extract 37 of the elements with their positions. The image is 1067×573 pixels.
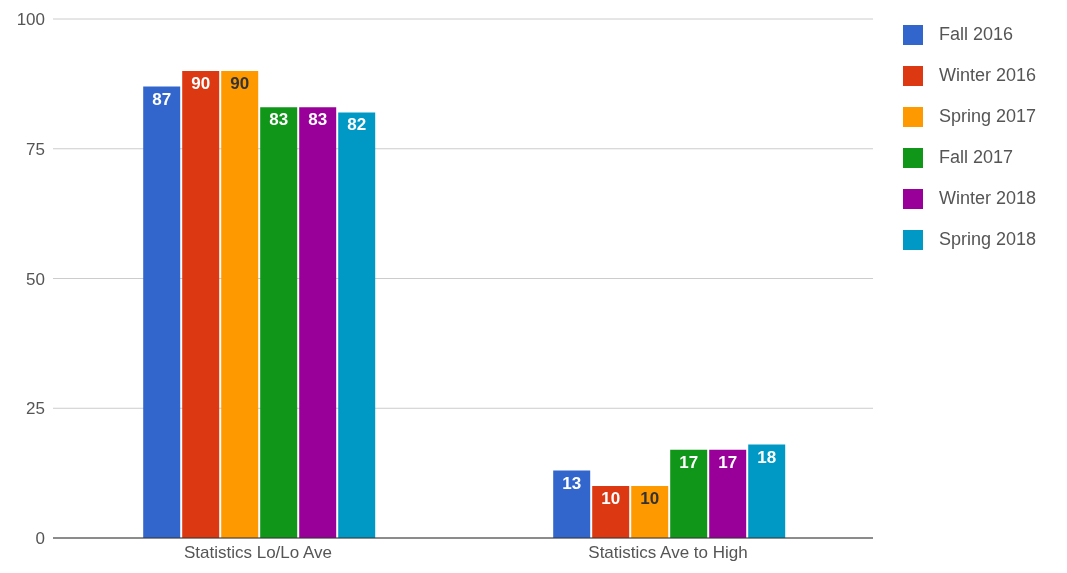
bar [260,107,298,538]
legend-label: Fall 2017 [939,147,1014,168]
bar [670,449,708,538]
y-tick-label: 50 [26,269,45,289]
y-tick-label: 75 [26,139,45,159]
bar [221,70,259,538]
data-label: 10 [601,489,621,509]
y-tick-label: 0 [35,529,45,549]
bar [182,70,220,538]
legend-label: Winter 2016 [939,65,1037,86]
data-label: 17 [718,452,738,472]
data-label: 13 [562,473,582,493]
x-tick-label: Statistics Lo/Lo Ave [183,543,333,563]
x-tick-label: Statistics Ave to High [588,543,748,563]
bar [748,444,786,538]
data-label: 90 [191,73,211,93]
legend-label: Spring 2017 [939,106,1037,127]
bar [299,107,337,538]
bar [631,486,669,538]
legend-label: Fall 2016 [939,24,1014,45]
data-label: 18 [757,447,777,467]
data-label: 10 [640,489,660,509]
data-label: 17 [679,452,699,472]
y-tick-label: 100 [16,10,45,30]
data-label: 90 [230,73,250,93]
legend-label: Spring 2018 [939,229,1037,250]
legend-label: Winter 2018 [939,188,1037,209]
data-label: 82 [347,115,367,135]
data-label: 83 [269,110,289,130]
bar [143,86,181,538]
bar [592,486,630,538]
y-tick-label: 25 [26,399,45,419]
bar [553,470,591,538]
bar [338,112,376,538]
data-label: 87 [152,89,172,109]
bar [709,449,747,538]
data-label: 83 [308,110,328,130]
